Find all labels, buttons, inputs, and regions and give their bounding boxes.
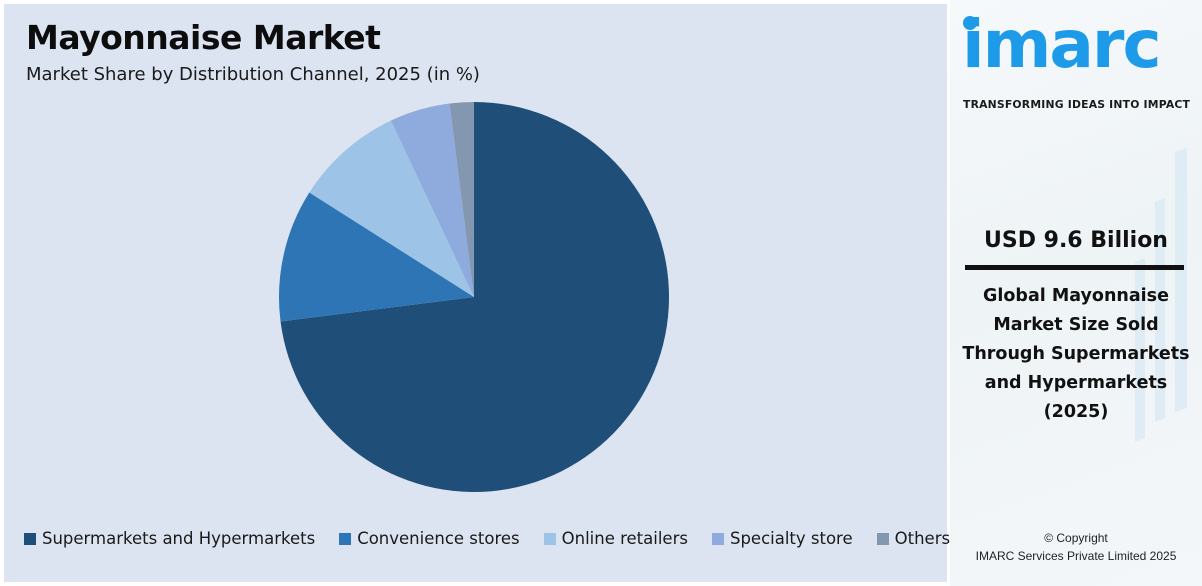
chart-title: Mayonnaise Market (26, 18, 381, 57)
market-value: USD 9.6 Billion (984, 228, 1168, 253)
logo-tagline: TRANSFORMING IDEAS INTO IMPACT (963, 98, 1191, 111)
pie-slice (449, 102, 474, 297)
copyright: © Copyright IMARC Services Private Limit… (950, 529, 1202, 565)
pie-slice (280, 102, 669, 492)
legend-label: Supermarkets and Hypermarkets (42, 529, 316, 548)
copyright-line: IMARC Services Private Limited 2025 (975, 549, 1177, 563)
pie-slice (390, 103, 474, 298)
legend-swatch-icon (876, 532, 889, 545)
description-line: Market Size Sold (993, 315, 1159, 335)
legend-label: Others (894, 529, 951, 548)
chart-panel: Mayonnaise Market Market Share by Distri… (4, 4, 950, 582)
description-line: Through Supermarkets (962, 344, 1190, 364)
legend-item: Supermarkets and Hypermarkets (24, 529, 315, 548)
legend-label: Convenience stores (357, 529, 520, 548)
description-line: (2025) (1043, 402, 1109, 422)
legend-item: Convenience stores (339, 529, 520, 548)
info-sidebar: imarc TRANSFORMING IDEAS INTO IMPACT USD… (950, 0, 1202, 586)
chart-legend: Supermarkets and Hypermarkets Convenience… (24, 529, 974, 548)
logo-dot (963, 16, 977, 30)
copyright-line: © Copyright (1044, 531, 1108, 545)
pie-slice (279, 192, 474, 322)
legend-label: Specialty store (729, 529, 853, 548)
legend-item: Others (876, 529, 951, 548)
pie-chart (279, 102, 669, 492)
imarc-logo: imarc (962, 6, 1162, 83)
legend-swatch-icon (543, 532, 556, 545)
description-line: and Hypermarkets (984, 373, 1168, 393)
pie-slice (309, 120, 474, 298)
legend-swatch-icon (24, 532, 36, 545)
legend-item: Online retailers (543, 529, 688, 548)
divider (965, 265, 1184, 270)
legend-item: Specialty store (711, 529, 853, 548)
chart-subtitle: Market Share by Distribution Channel, 20… (26, 64, 480, 85)
legend-swatch-icon (339, 532, 352, 545)
description-line: Global Mayonnaise (983, 286, 1169, 306)
legend-label: Online retailers (561, 529, 688, 548)
legend-swatch-icon (711, 532, 724, 545)
market-description: Global Mayonnaise Market Size Sold Throu… (950, 282, 1202, 427)
